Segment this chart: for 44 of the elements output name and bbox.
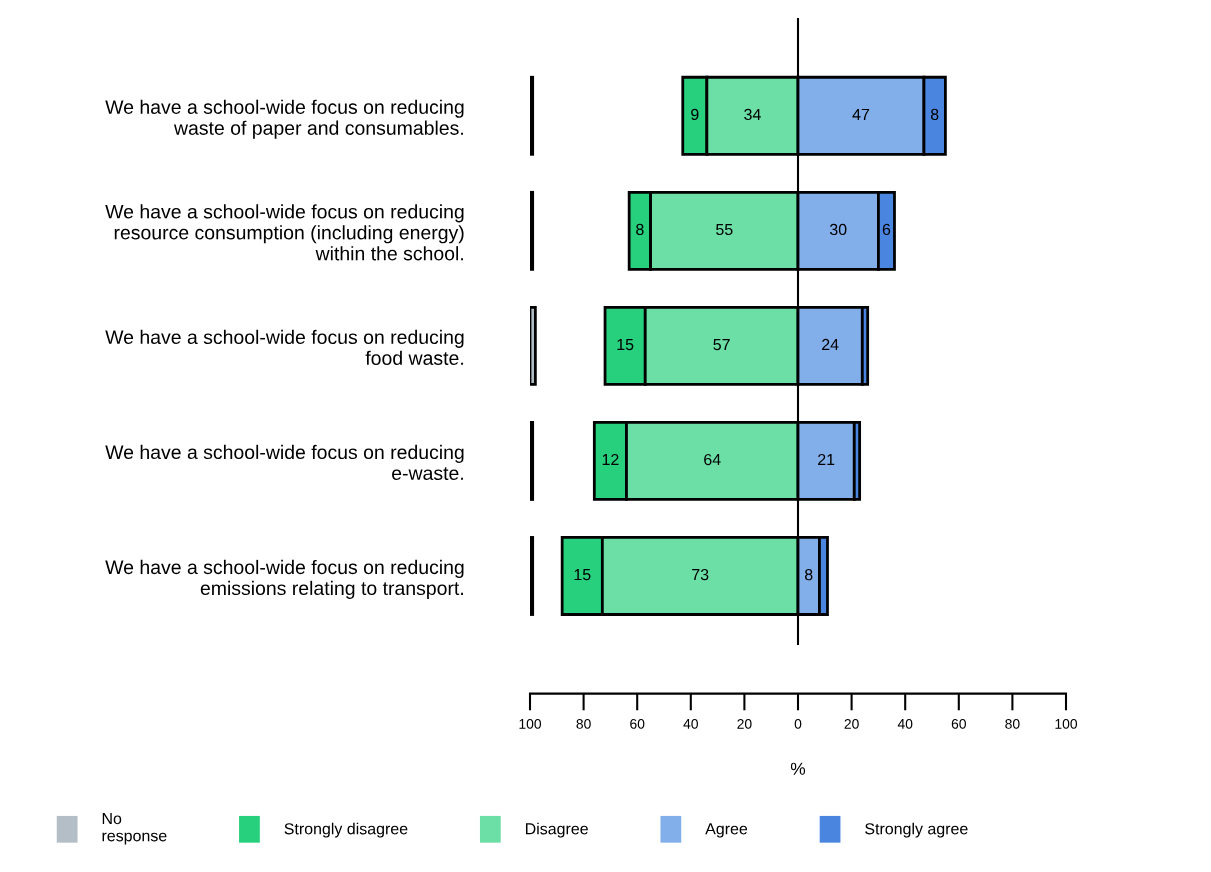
x-tick-label: 80 (576, 718, 591, 729)
data-label: 24 (822, 338, 839, 351)
x-tick-label: 20 (844, 718, 859, 729)
data-label: 8 (804, 568, 813, 581)
data-label: 73 (692, 568, 709, 581)
bar (530, 536, 535, 616)
data-label: 8 (636, 223, 644, 236)
x-tick-label: 80 (1005, 718, 1020, 729)
bar (530, 421, 535, 501)
data-label: 12 (602, 453, 619, 466)
data-label: 64 (704, 453, 721, 466)
x-tick-label: 40 (897, 718, 913, 729)
x-tick-label: 100 (519, 718, 542, 729)
bar (530, 305, 537, 386)
bar (530, 75, 535, 156)
bar (530, 190, 535, 271)
legend-label: Strongly agree (865, 822, 968, 838)
x-tick-label: 0 (794, 718, 802, 729)
y-tick-label: We have a school-wide focus on reducing waste of paper and consumables. (105, 99, 464, 139)
legend-label: No response (102, 813, 167, 845)
legend-label: Agree (705, 823, 748, 838)
legend-label: Strongly disagree (284, 822, 408, 838)
x-tick-label: 100 (1055, 718, 1078, 729)
y-tick-label: We have a school-wide focus on reducing emissions relating to transport. (105, 559, 464, 599)
data-label: 57 (713, 339, 730, 351)
data-label: 9 (691, 108, 699, 121)
data-label: 34 (744, 108, 761, 121)
x-tick-label: 20 (737, 718, 752, 729)
data-label: 30 (829, 223, 847, 236)
x-axis-title: % (790, 762, 806, 775)
data-label: 6 (882, 223, 891, 236)
y-tick-label: We have a school-wide focus on reducing e-waste. (105, 444, 464, 481)
legend-label: Disagree (525, 822, 588, 838)
data-label: 15 (617, 339, 634, 351)
y-tick-label: We have a school-wide focus on reducing resource consumption (including energy) within the school. (105, 204, 464, 261)
x-tick-label: 60 (630, 718, 645, 729)
x-tick-label: 40 (683, 718, 698, 729)
data-label: 15 (574, 569, 591, 581)
data-label: 21 (818, 453, 835, 466)
y-tick-label: We have a school-wide focus on reducing food waste. (105, 329, 464, 365)
x-tick-label: 60 (951, 718, 966, 729)
data-label: 47 (852, 108, 870, 120)
data-label: 8 (930, 108, 939, 121)
data-label: 55 (716, 223, 733, 236)
